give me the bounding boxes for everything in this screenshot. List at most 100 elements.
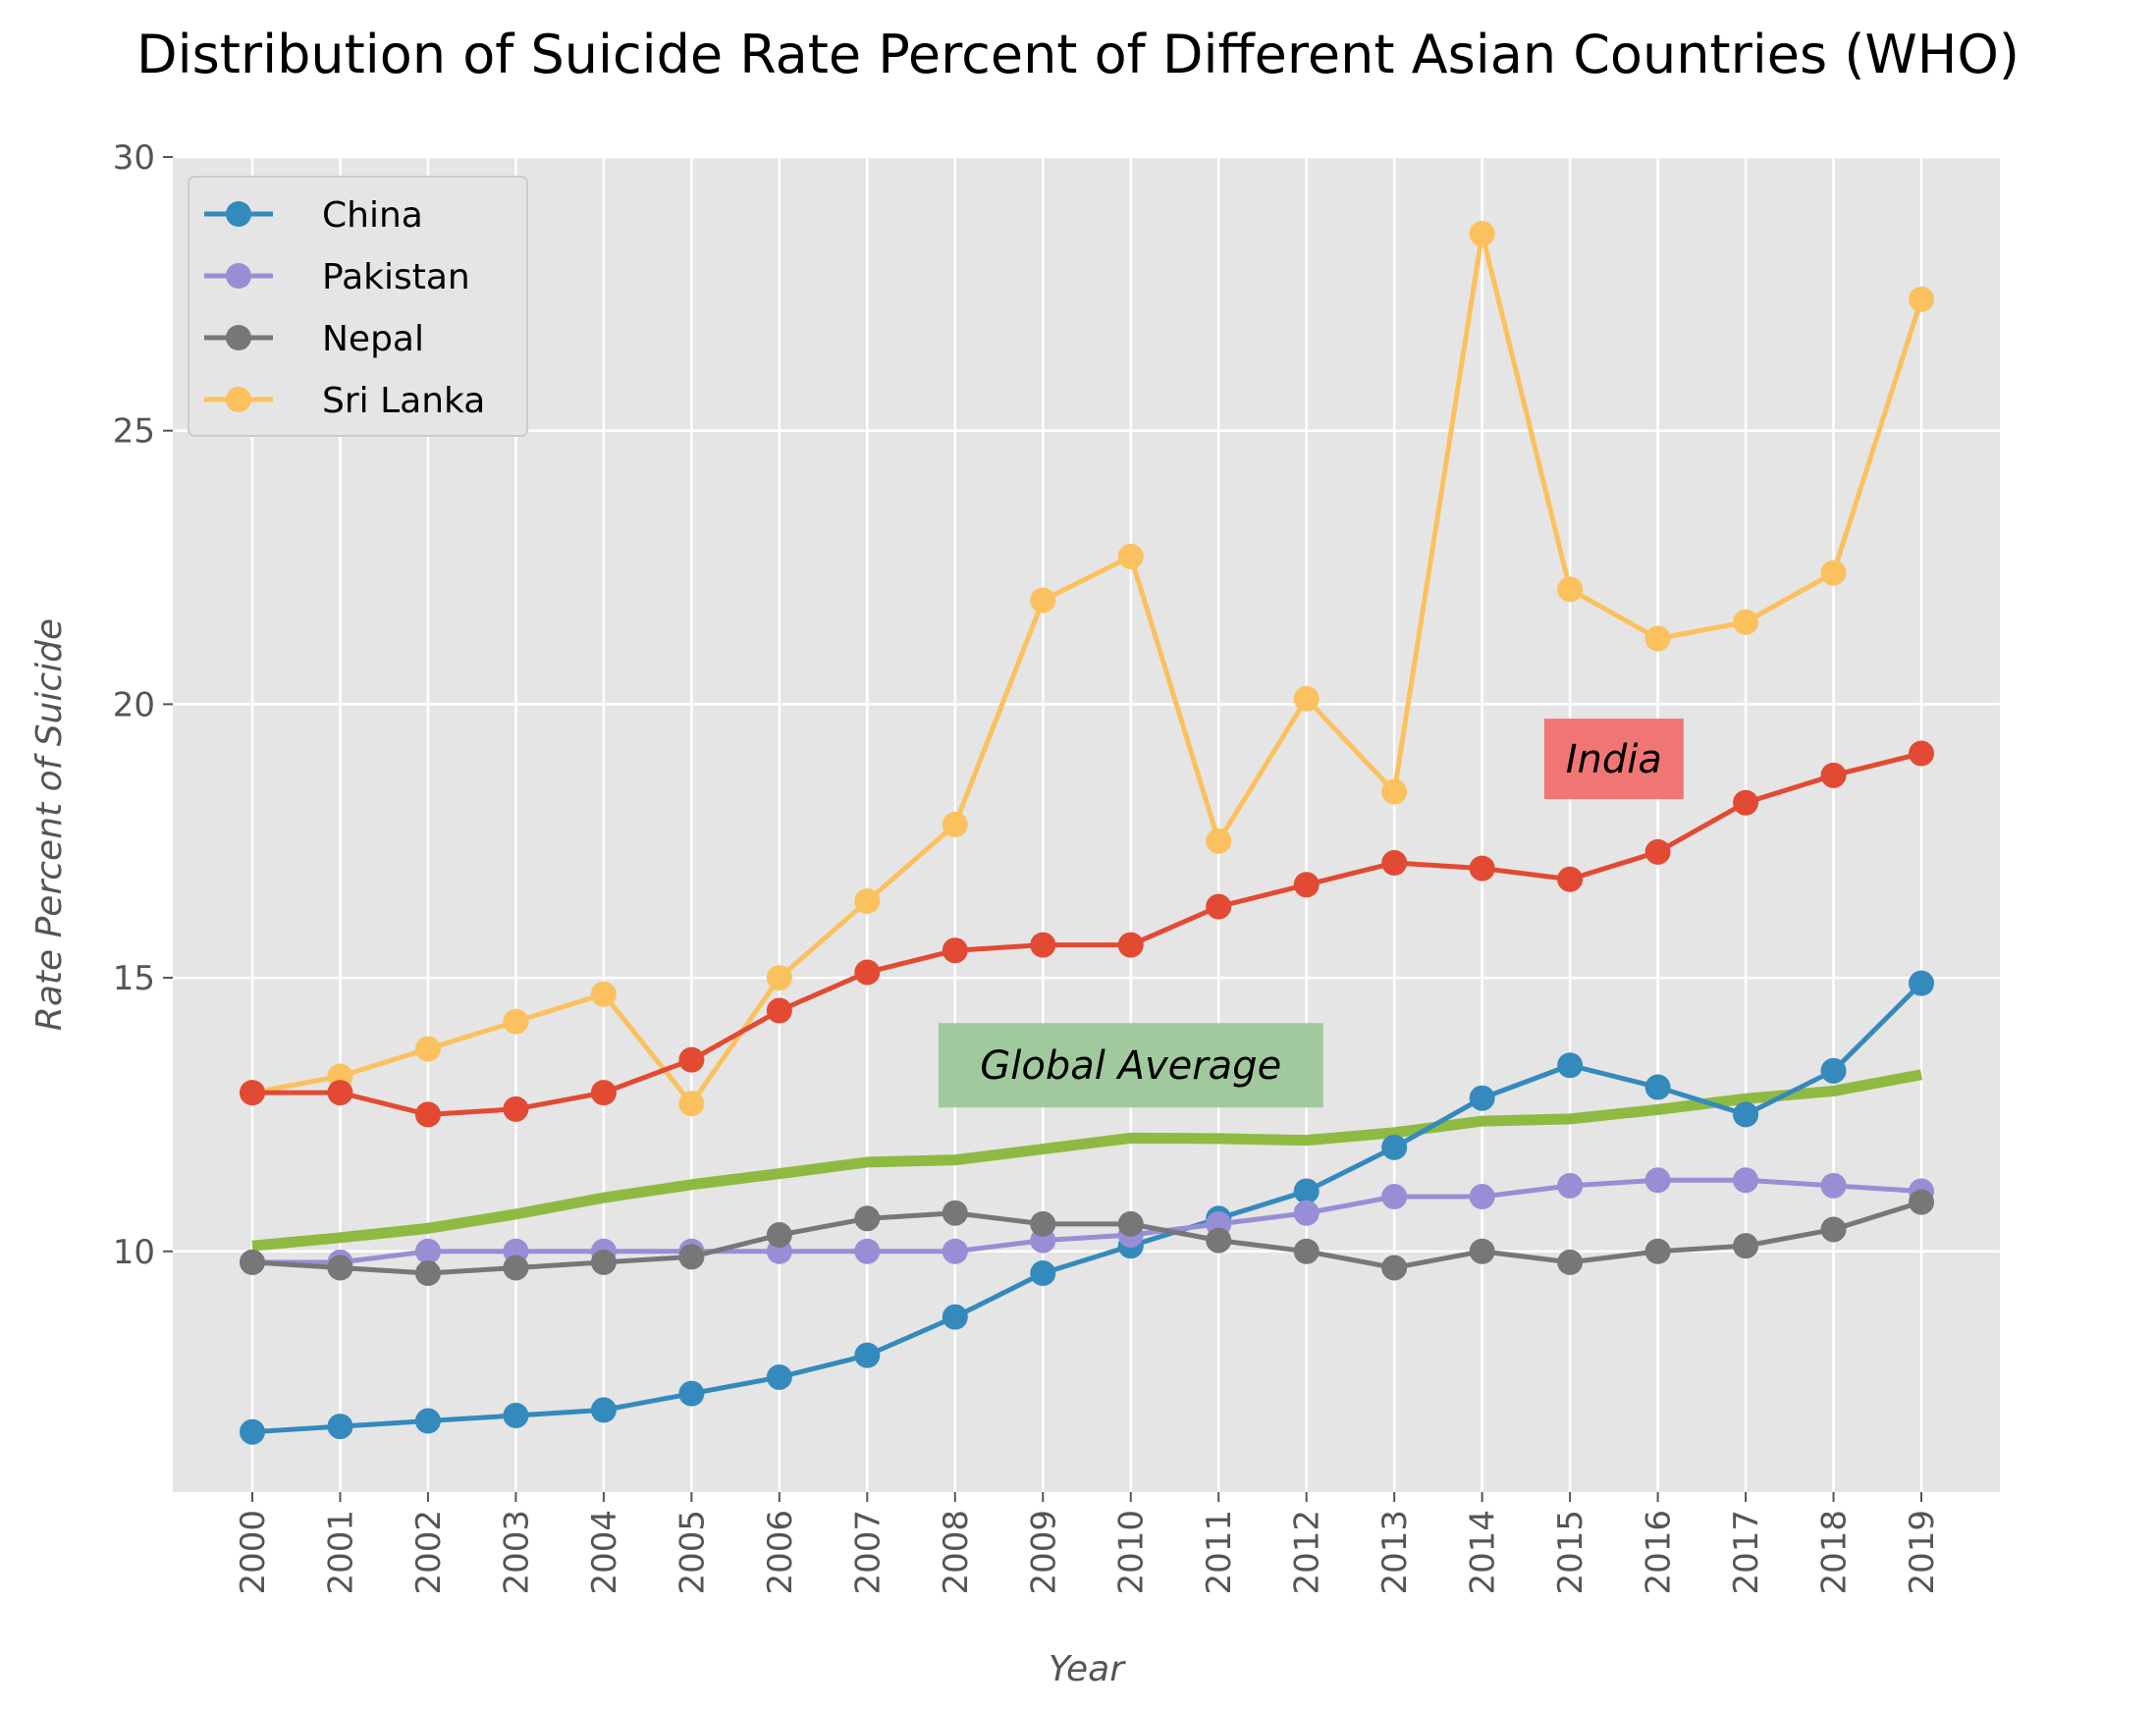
legend-item-nepal: Nepal	[204, 319, 424, 359]
data-point-sri-lanka	[1030, 587, 1056, 614]
data-point-nepal	[766, 1222, 792, 1249]
legend: China Pakistan Nepal Sri Lanka	[188, 176, 528, 437]
data-point-india	[854, 959, 881, 986]
data-point-china	[766, 1363, 792, 1390]
data-point-china	[1733, 1101, 1759, 1128]
x-tick-label: 2012	[1288, 1510, 1327, 1595]
x-tick-label: 2001	[321, 1510, 360, 1595]
annotation-box-india	[1543, 719, 1684, 800]
data-point-china	[1820, 1057, 1847, 1084]
data-point-china	[1293, 1178, 1320, 1204]
annotation-box-global-average	[938, 1023, 1323, 1108]
data-point-china	[1030, 1260, 1056, 1287]
legend-item-sri-lanka: Sri Lanka	[204, 381, 485, 421]
y-tick-label: 10	[113, 1233, 155, 1272]
data-point-nepal	[414, 1260, 441, 1287]
data-point-india	[1293, 872, 1320, 898]
data-point-sri-lanka	[1909, 286, 1934, 312]
data-point-nepal	[942, 1200, 968, 1226]
data-point-sri-lanka	[1557, 576, 1584, 603]
data-point-pakistan	[1733, 1167, 1759, 1194]
data-point-sri-lanka	[766, 965, 792, 991]
series-sri-lanka	[240, 221, 1934, 1117]
data-point-china	[1909, 970, 1934, 996]
data-point-india	[1557, 866, 1584, 892]
x-tick-label: 2015	[1551, 1510, 1590, 1595]
data-point-china	[240, 1418, 265, 1445]
legend-label-china: China	[322, 195, 423, 236]
x-tick-label: 2000	[234, 1510, 273, 1595]
x-tick-label: 2004	[585, 1510, 624, 1595]
data-point-sri-lanka	[414, 1036, 441, 1062]
annotation-label-india: India	[1566, 737, 1662, 782]
data-point-india	[240, 1080, 265, 1106]
data-point-sri-lanka	[590, 981, 617, 1007]
data-point-india	[678, 1046, 705, 1073]
data-point-sri-lanka	[854, 888, 881, 915]
data-point-india	[1909, 740, 1934, 767]
data-point-nepal	[1820, 1216, 1847, 1243]
data-point-nepal	[590, 1249, 617, 1275]
data-point-nepal	[1293, 1238, 1320, 1264]
x-tick-label: 2006	[761, 1510, 800, 1595]
series-india	[240, 740, 1934, 1128]
data-point-china	[942, 1304, 968, 1330]
data-point-china	[590, 1397, 617, 1423]
annotation-label-global-average: Global Average	[980, 1043, 1281, 1089]
data-point-sri-lanka	[1733, 609, 1759, 635]
data-point-nepal	[1909, 1189, 1934, 1215]
data-point-sri-lanka	[1381, 778, 1408, 805]
series-global-average	[251, 1069, 1923, 1252]
data-point-china	[414, 1408, 441, 1434]
x-tick-label: 2016	[1640, 1510, 1679, 1595]
legend-label-sri-lanka: Sri Lanka	[322, 381, 485, 421]
x-tick-label: 2017	[1727, 1510, 1766, 1595]
data-point-sri-lanka	[942, 812, 968, 837]
chart-title: Distribution of Suicide Rate Percent of …	[136, 24, 2020, 85]
data-point-india	[590, 1080, 617, 1106]
data-point-nepal	[1557, 1249, 1584, 1275]
legend-label-pakistan: Pakistan	[322, 257, 470, 297]
data-point-india	[1206, 893, 1232, 920]
y-axis-ticks: 10 15 20 25 30	[113, 138, 173, 1272]
data-point-china	[503, 1402, 529, 1428]
data-point-china	[1557, 1052, 1584, 1079]
data-point-india	[1117, 932, 1144, 958]
data-point-nepal	[1381, 1255, 1408, 1281]
series-line-china	[251, 981, 1923, 1435]
legend-item-china: China	[204, 195, 423, 236]
y-tick-label: 25	[113, 412, 155, 452]
series-line-global-average	[251, 1069, 1923, 1252]
data-point-sri-lanka	[1117, 543, 1144, 569]
data-point-pakistan	[1557, 1172, 1584, 1199]
y-axis-label: Rate Percent of Suicide	[29, 618, 70, 1031]
data-point-pakistan	[942, 1238, 968, 1264]
data-point-nepal	[1206, 1227, 1232, 1254]
data-point-china	[854, 1342, 881, 1368]
series-line-india	[252, 751, 1922, 1117]
y-tick-label: 30	[113, 138, 155, 178]
x-tick-label: 2008	[937, 1510, 976, 1595]
x-tick-label: 2002	[409, 1510, 449, 1595]
series-layer	[240, 221, 1934, 1445]
data-point-china	[1644, 1074, 1671, 1100]
legend-marker-sri-lanka	[226, 387, 251, 412]
data-point-pakistan	[1293, 1200, 1320, 1226]
data-point-nepal	[1117, 1210, 1144, 1237]
data-point-pakistan	[1381, 1184, 1408, 1210]
series-nepal	[240, 1189, 1934, 1287]
x-axis-ticks: 2000 2001 2002 2003 2004 2005 2006 2007 2008 2009…	[234, 1492, 1942, 1595]
x-tick-label: 2018	[1815, 1510, 1855, 1595]
data-point-sri-lanka	[1820, 560, 1847, 586]
data-point-india	[503, 1095, 529, 1122]
data-point-sri-lanka	[1293, 685, 1320, 712]
data-point-nepal	[327, 1255, 353, 1281]
series-line-nepal	[251, 1200, 1922, 1276]
data-point-pakistan	[1644, 1167, 1671, 1194]
series-line-sri-lanka	[251, 231, 1924, 1106]
data-point-india	[1469, 855, 1495, 882]
data-point-nepal	[1469, 1238, 1495, 1264]
x-tick-label: 2014	[1464, 1510, 1503, 1595]
x-tick-label: 2019	[1903, 1510, 1942, 1595]
